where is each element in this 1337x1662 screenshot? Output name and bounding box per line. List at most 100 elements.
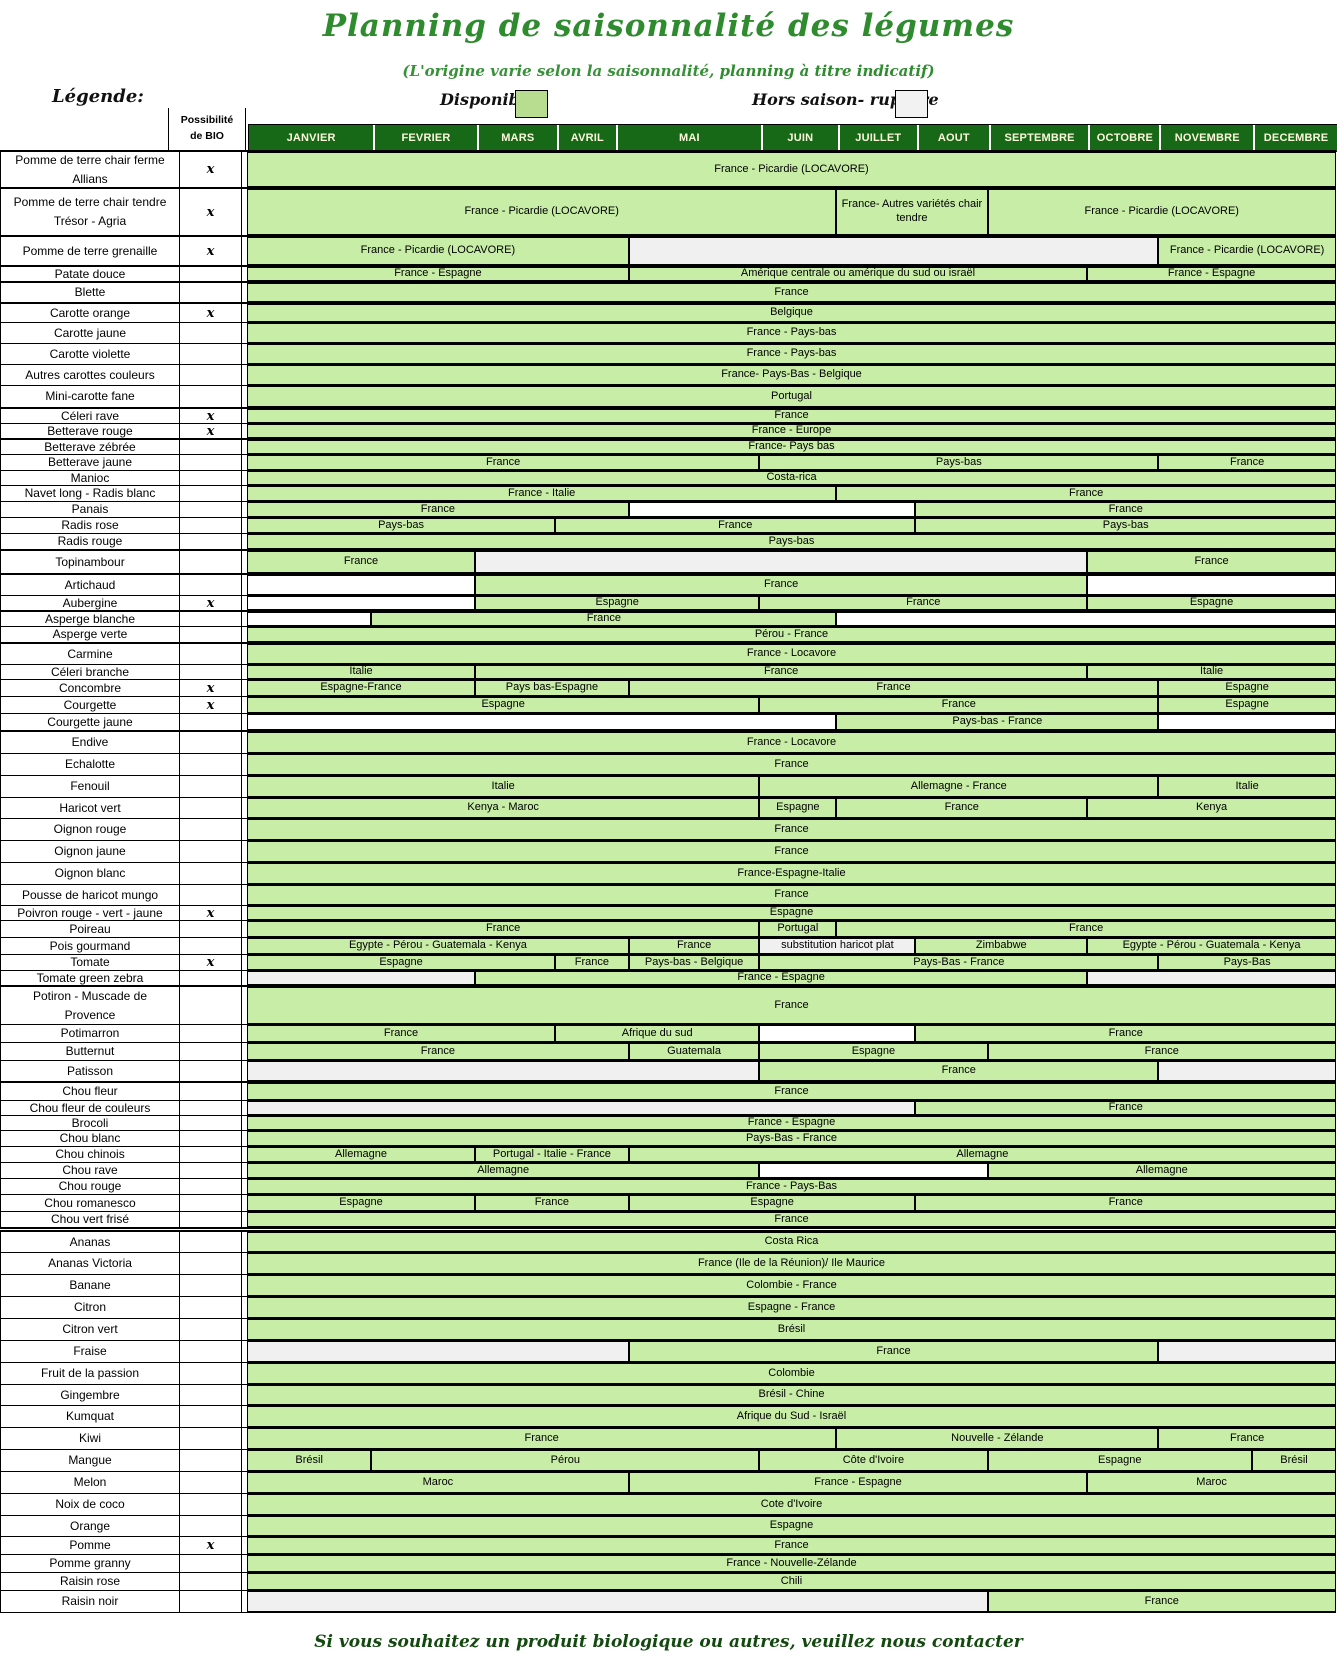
- bio-possible-cell: x: [180, 189, 242, 235]
- bio-possible-cell: [180, 1043, 242, 1060]
- availability-segment: Nouvelle - Zélande: [836, 1428, 1159, 1449]
- months-area: France - Pays-bas: [247, 344, 1336, 364]
- availability-segment: France: [1158, 455, 1336, 470]
- vegetable-name-cell: Pomme: [0, 1537, 180, 1554]
- vegetable-name-cell: Tomate: [0, 955, 180, 970]
- vegetable-name-line: Carotte orange: [49, 305, 131, 320]
- vegetable-name-line: Citron: [73, 1300, 106, 1315]
- availability-segment: France - Picardie (LOCAVORE): [1158, 237, 1336, 265]
- bio-possible-cell: x: [180, 596, 242, 611]
- vegetable-name-cell: Carmine: [0, 644, 180, 664]
- months-area: France - Picardie (LOCAVORE) France- Autr…: [247, 189, 1336, 235]
- vegetable-name-line: Tomate: [70, 955, 110, 970]
- table-row: Chou rave Allemagne Allemagne: [0, 1163, 1336, 1179]
- subtitle-bold: planning à titre indicatif): [719, 62, 935, 80]
- availability-segment: Espagne: [247, 906, 1336, 920]
- bio-possible-cell: [180, 665, 242, 679]
- table-row: Carmine France - Locavore: [0, 644, 1336, 665]
- months-area: Italie Allemagne - France Italie: [247, 776, 1336, 797]
- vegetable-name-line: Haricot vert: [59, 800, 121, 815]
- rupture-segment: [247, 1591, 988, 1612]
- vegetable-name-line: Provence: [64, 1007, 116, 1022]
- availability-segment: Costa-rica: [247, 471, 1336, 485]
- availability-segment: France: [628, 680, 1159, 696]
- months-area: Costa-rica: [247, 471, 1336, 485]
- vegetable-name-cell: Pomme de terre chair tendre Trésor - Agri…: [0, 189, 180, 235]
- vegetable-name-cell: Carotte violette: [0, 344, 180, 364]
- month-header-cell: AOUT: [916, 125, 989, 151]
- vegetable-name-cell: Orange: [0, 1516, 180, 1536]
- availability-segment: France: [1087, 551, 1336, 573]
- table-row: Kumquat Afrique du Sud - Israël: [0, 1406, 1336, 1428]
- table-row: Echalotte France: [0, 754, 1336, 776]
- bio-possible-cell: [180, 1341, 242, 1362]
- rupture-segment: substitution haricot plat: [759, 938, 916, 954]
- bio-possible-cell: [180, 518, 242, 533]
- months-area: Portugal: [247, 386, 1336, 407]
- months-area: France: [247, 409, 1336, 423]
- vegetable-name-line: Orange: [69, 1518, 111, 1533]
- vegetable-name-line: Pomme granny: [49, 1556, 131, 1571]
- months-area: France Nouvelle - Zélande France: [247, 1428, 1336, 1449]
- vegetable-name-line: Brocoli: [71, 1115, 109, 1130]
- table-row: Blette France: [0, 283, 1336, 304]
- vegetable-name-line: Betterave rouge: [47, 423, 133, 438]
- bio-possible-cell: x: [180, 152, 242, 187]
- months-area: France: [247, 819, 1336, 840]
- month-header-cell: JUILLET: [837, 125, 917, 151]
- table-row: Kiwi France Nouvelle - Zélande France: [0, 1428, 1336, 1450]
- bio-possible-cell: [180, 323, 242, 343]
- vegetable-name-cell: Mangue: [0, 1450, 180, 1471]
- months-area: France: [247, 1083, 1336, 1100]
- vegetable-name-cell: Céleri branche: [0, 665, 180, 679]
- availability-segment: Belgique: [247, 304, 1336, 322]
- months-area: France: [247, 754, 1336, 775]
- months-area: France France: [247, 551, 1336, 573]
- table-row: Aubergine x Espagne France Espagne: [0, 596, 1336, 612]
- months-area: France Portugal France: [247, 921, 1336, 937]
- vegetable-name-cell: Oignon jaune: [0, 841, 180, 862]
- table-row: Pousse de haricot mungo France: [0, 885, 1336, 906]
- availability-segment: Espagne: [1087, 596, 1336, 610]
- months-area: Pérou - France: [247, 627, 1336, 642]
- bio-possible-cell: [180, 1179, 242, 1194]
- month-header-cell: FEVRIER: [373, 125, 477, 151]
- bio-possible-cell: [180, 575, 242, 595]
- vegetable-name-cell: Chou rouge: [0, 1179, 180, 1194]
- months-area: France: [247, 1061, 1336, 1081]
- table-row: Citron Espagne - France: [0, 1297, 1336, 1319]
- months-area: France- Pays-Bas - Belgique: [247, 365, 1336, 385]
- availability-segment: Italie: [247, 665, 476, 679]
- months-area: France: [247, 1101, 1336, 1115]
- availability-segment: Pérou: [371, 1450, 760, 1471]
- vegetable-name-line: Céleri rave: [60, 408, 120, 423]
- availability-segment: France: [247, 885, 1336, 905]
- availability-segment: Maroc: [247, 1472, 629, 1493]
- table-row: Carotte violette France - Pays-bas: [0, 344, 1336, 365]
- bio-possible-cell: [180, 1385, 242, 1405]
- table-row: Tomate x Espagne France Pays-bas - Belgique P…: [0, 955, 1336, 971]
- availability-segment: France - Pays-bas: [247, 323, 1336, 343]
- table-row: Panais France France: [0, 502, 1336, 518]
- bio-possible-cell: [180, 1516, 242, 1536]
- availability-segment: Egypte - Pérou - Guatemala - Kenya: [1087, 938, 1336, 954]
- rupture-segment: [247, 971, 476, 985]
- availability-segment: Cote d'Ivoire: [247, 1494, 1336, 1515]
- bio-possible-cell: [180, 534, 242, 549]
- vegetable-name-line: Courgette jaune: [47, 714, 133, 729]
- bio-possible-cell: x: [180, 409, 242, 424]
- table-row: Asperge blanche France: [0, 612, 1336, 627]
- vegetable-name-line: Chou blanc: [59, 1131, 121, 1146]
- bio-possible-cell: [180, 1131, 242, 1146]
- availability-segment: Allemagne: [247, 1163, 760, 1178]
- availability-segment: France: [247, 455, 760, 470]
- vegetable-name-line: Pomme de terre chair ferme: [15, 152, 165, 167]
- availability-segment: Zimbabwe: [915, 938, 1088, 954]
- availability-segment: France - Pays-bas: [247, 344, 1336, 364]
- vegetable-name-cell: Potimarron: [0, 1025, 180, 1042]
- months-area: France Guatemala Espagne France: [247, 1043, 1336, 1060]
- table-row: Tomate green zebra France - Espagne: [0, 971, 1336, 987]
- out-of-season-segment: [1087, 575, 1336, 595]
- months-area: Chili: [247, 1573, 1336, 1590]
- out-of-season-segment: [759, 1163, 988, 1178]
